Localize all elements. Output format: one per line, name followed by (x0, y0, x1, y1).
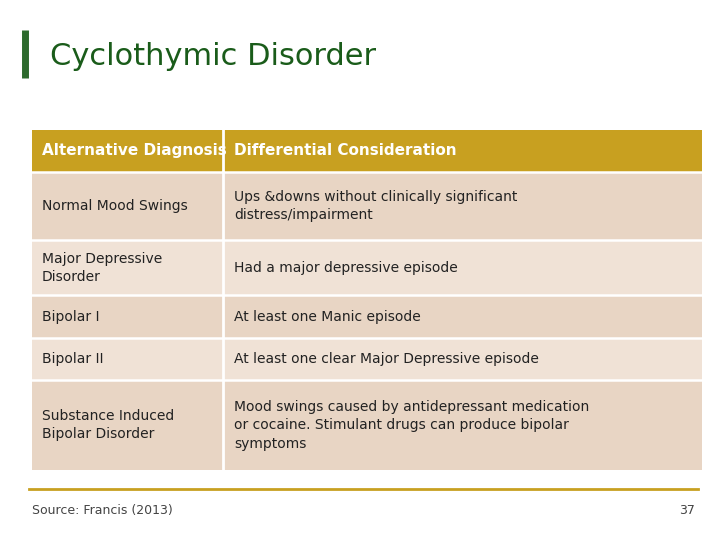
Text: Alternative Diagnosis: Alternative Diagnosis (42, 143, 227, 158)
Bar (32, 295, 223, 338)
Text: Bipolar II: Bipolar II (42, 352, 103, 366)
Bar (223, 172, 702, 240)
Bar (223, 295, 702, 338)
Text: Differential Consideration: Differential Consideration (234, 143, 456, 158)
Bar (32, 338, 223, 381)
Text: Mood swings caused by antidepressant medication
or cocaine. Stimulant drugs can : Mood swings caused by antidepressant med… (234, 400, 589, 450)
Bar (223, 240, 702, 295)
Bar (223, 130, 702, 172)
Bar (32, 130, 223, 172)
Bar (223, 381, 702, 470)
Bar (32, 381, 223, 470)
Text: Source: Francis (2013): Source: Francis (2013) (32, 504, 173, 517)
Text: Bipolar I: Bipolar I (42, 310, 99, 323)
Text: At least one clear Major Depressive episode: At least one clear Major Depressive epis… (234, 352, 539, 366)
Text: Substance Induced
Bipolar Disorder: Substance Induced Bipolar Disorder (42, 409, 174, 441)
Text: At least one Manic episode: At least one Manic episode (234, 310, 420, 323)
Text: 37: 37 (679, 504, 695, 517)
Text: Had a major depressive episode: Had a major depressive episode (234, 261, 458, 275)
Text: Cyclothymic Disorder: Cyclothymic Disorder (50, 42, 377, 71)
Text: Normal Mood Swings: Normal Mood Swings (42, 199, 187, 213)
Bar (32, 172, 223, 240)
Text: Major Depressive
Disorder: Major Depressive Disorder (42, 252, 162, 284)
Bar (32, 240, 223, 295)
Text: Ups &downs without clinically significant
distress/impairment: Ups &downs without clinically significan… (234, 190, 518, 222)
Bar (223, 338, 702, 381)
